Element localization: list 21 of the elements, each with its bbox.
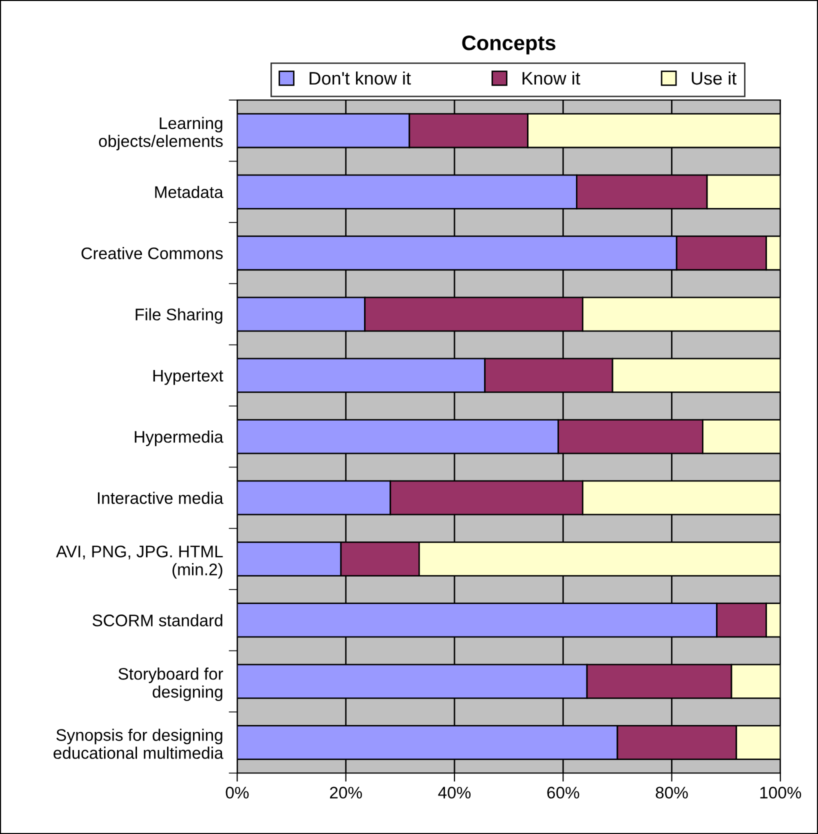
- legend-label: Know it: [522, 71, 580, 85]
- y-tick-label: Hypermedia: [134, 430, 224, 446]
- x-tick-label: 60%: [547, 786, 580, 799]
- y-tick-label: Storyboard for designing: [118, 668, 224, 702]
- chart-title: Concepts: [462, 36, 556, 54]
- y-tick-label: Creative Commons: [82, 247, 223, 260]
- x-tick-label: 40%: [438, 786, 471, 799]
- legend-label: Don't know it: [310, 71, 411, 85]
- y-tick-label: Metadata: [155, 186, 224, 198]
- y-tick-label: Hypertext: [153, 370, 224, 385]
- y-tick-label: Synopsis for designing educational multimedia: [54, 728, 224, 759]
- y-tick-label: Learning objects/elements: [98, 116, 223, 150]
- x-tick-label: 20%: [330, 786, 362, 799]
- x-tick-label: 80%: [656, 786, 688, 799]
- y-tick-label: SCORM standard: [92, 614, 222, 626]
- y-tick-label: AVI, PNG, JPG. HTML (min.2): [56, 546, 223, 579]
- legend-label: Use it: [692, 71, 737, 85]
- x-tick-label: 0%: [226, 786, 249, 799]
- y-tick-label: Interactive media: [98, 492, 224, 504]
- x-tick-label: 100%: [760, 786, 802, 799]
- y-tick-label: File Sharing: [136, 308, 222, 324]
